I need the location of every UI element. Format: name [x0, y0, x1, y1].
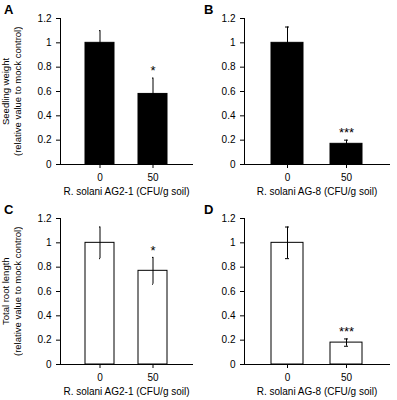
svg-text:0.6: 0.6: [222, 286, 236, 297]
svg-text:1: 1: [46, 237, 52, 248]
svg-text:*: *: [150, 243, 155, 258]
svg-text:0.8: 0.8: [38, 61, 52, 72]
svg-text:1.2: 1.2: [222, 13, 236, 24]
html-text:Seedling weight: Seedling weight: [0, 57, 11, 125]
svg-text:50: 50: [341, 372, 353, 383]
svg-text:0.6: 0.6: [38, 86, 52, 97]
html-text:A: A: [4, 2, 14, 17]
svg-text:0.8: 0.8: [222, 261, 236, 272]
svg-text:R. solani AG2-1 (CFU/g soil): R. solani AG2-1 (CFU/g soil): [63, 186, 189, 197]
svg-text:R. solani AG-8 (CFU/g soil): R. solani AG-8 (CFU/g soil): [257, 386, 378, 397]
svg-text:1: 1: [230, 37, 236, 48]
html-text:(relative value to mock contro: (relative value to mock control): [12, 26, 23, 156]
svg-text:R. solani AG-8 (CFU/g soil): R. solani AG-8 (CFU/g soil): [257, 186, 378, 197]
svg-text:1.2: 1.2: [38, 213, 52, 224]
html-text:C: C: [4, 202, 14, 217]
svg-text:0.8: 0.8: [222, 61, 236, 72]
svg-text:0.8: 0.8: [38, 261, 52, 272]
svg-text:1.2: 1.2: [222, 213, 236, 224]
svg-text:***: ***: [339, 324, 354, 339]
svg-text:0: 0: [46, 159, 52, 170]
svg-text:0: 0: [97, 172, 103, 183]
svg-text:0: 0: [285, 172, 291, 183]
svg-text:0.4: 0.4: [222, 110, 236, 121]
svg-text:1: 1: [46, 37, 52, 48]
svg-text:50: 50: [341, 172, 353, 183]
svg-text:1: 1: [230, 237, 236, 248]
svg-text:1.2: 1.2: [38, 13, 52, 24]
svg-text:R. solani AG2-1 (CFU/g soil): R. solani AG2-1 (CFU/g soil): [63, 386, 189, 397]
svg-text:0: 0: [230, 359, 236, 370]
html-text:D: D: [204, 202, 214, 217]
svg-text:0.2: 0.2: [38, 134, 52, 145]
svg-text:0: 0: [97, 372, 103, 383]
svg-text:*: *: [150, 63, 155, 78]
html-text:(relative value to mock contro: (relative value to mock control): [12, 226, 23, 356]
svg-text:0.2: 0.2: [38, 334, 52, 345]
svg-text:0.4: 0.4: [38, 110, 52, 121]
svg-text:0.6: 0.6: [222, 86, 236, 97]
svg-text:0: 0: [285, 372, 291, 383]
svg-text:50: 50: [147, 172, 159, 183]
svg-text:***: ***: [339, 125, 354, 140]
svg-text:0: 0: [230, 159, 236, 170]
html-text:B: B: [204, 2, 214, 17]
svg-text:0.2: 0.2: [222, 334, 236, 345]
svg-text:0: 0: [46, 359, 52, 370]
html-text:Total root length: Total root length: [0, 257, 11, 325]
svg-text:0.4: 0.4: [38, 310, 52, 321]
svg-text:0.6: 0.6: [38, 286, 52, 297]
svg-text:0.2: 0.2: [222, 134, 236, 145]
svg-text:50: 50: [147, 372, 159, 383]
svg-text:0.4: 0.4: [222, 310, 236, 321]
